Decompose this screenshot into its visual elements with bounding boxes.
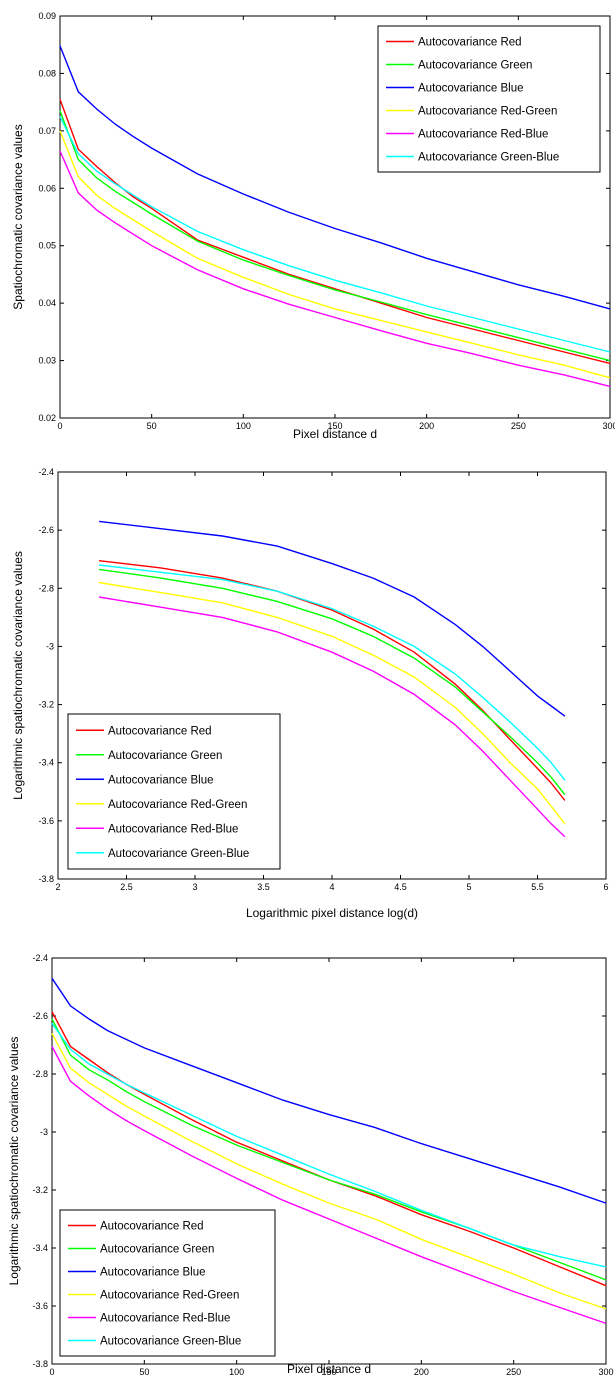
legend-entry: Autocovariance Blue bbox=[418, 83, 523, 95]
legend-entry: Autocovariance Red bbox=[100, 1221, 204, 1233]
x-tick-label: 50 bbox=[147, 421, 157, 431]
legend-entry: Autocovariance Red-Blue bbox=[108, 823, 238, 835]
y-tick-label: -2.4 bbox=[32, 953, 48, 963]
chart-autocovariance-linear: 0501001502002503000.020.030.040.050.060.… bbox=[0, 0, 615, 440]
legend-entry: Autocovariance Green bbox=[100, 1244, 214, 1256]
y-tick-label: -3 bbox=[46, 641, 54, 651]
x-tick-label: 250 bbox=[506, 1367, 521, 1376]
x-tick-label: 100 bbox=[229, 1367, 244, 1376]
legend-entry: Autocovariance Red bbox=[418, 37, 522, 49]
y-tick-label: -3.2 bbox=[38, 700, 54, 710]
y-tick-label: -3.8 bbox=[32, 1359, 48, 1369]
legend-entry: Autocovariance Green-Blue bbox=[100, 1336, 241, 1348]
legend-entry: Autocovariance Red-Blue bbox=[100, 1313, 230, 1325]
legend-entry: Autocovariance Blue bbox=[100, 1267, 205, 1279]
y-tick-label: -3.6 bbox=[32, 1301, 48, 1311]
x-tick-label: 6 bbox=[603, 882, 608, 892]
x-tick-label: 4.5 bbox=[394, 882, 407, 892]
legend: Autocovariance Red Autocovariance Green Au… bbox=[60, 1210, 275, 1356]
y-tick-label: 0.06 bbox=[38, 183, 56, 193]
chart-autocovariance-loglog: 2 2.5 3 3.5 4 4.5 5 5.5 6 -3.8 -3.6 -3.4 -3.2 -3 -2.8 -… bbox=[0, 458, 615, 938]
x-tick-label: 50 bbox=[139, 1367, 149, 1376]
legend-entry: Autocovariance Red bbox=[108, 725, 212, 737]
x-tick-label: 4 bbox=[329, 882, 334, 892]
y-tick-label: -2.6 bbox=[38, 525, 54, 535]
y-tick-label: -2.6 bbox=[32, 1011, 48, 1021]
x-tick-label: 250 bbox=[511, 421, 526, 431]
y-tick-label: -3.4 bbox=[32, 1243, 48, 1253]
x-tick-label: 100 bbox=[236, 421, 251, 431]
x-tick-label: 0 bbox=[57, 421, 62, 431]
chart-autocovariance-semilog: 0 50 100 150 200 250 300-3.8-3.6-3.4-3.2-3-2.8… bbox=[0, 946, 615, 1376]
y-axis-label: Spatiochromatic covariance values bbox=[11, 124, 25, 309]
y-tick-label: -3.6 bbox=[38, 816, 54, 826]
y-tick-label: 0.08 bbox=[38, 68, 56, 78]
y-tick-label: -3.8 bbox=[38, 874, 54, 884]
x-tick-label: 300 bbox=[598, 1367, 613, 1376]
legend: Autocovariance Red Autocovariance Green Au… bbox=[68, 714, 280, 869]
legend-entry: Autocovariance Red-Blue bbox=[418, 129, 548, 141]
legend-entry: Autocovariance Blue bbox=[108, 774, 213, 786]
y-tick-label: -3.2 bbox=[32, 1185, 48, 1195]
x-tick-label: 2 bbox=[55, 882, 60, 892]
legend-entry: Autocovariance Red-Green bbox=[418, 106, 557, 118]
y-tick-label: -2.8 bbox=[32, 1069, 48, 1079]
y-tick-label: -2.4 bbox=[38, 467, 54, 477]
x-tick-label: 0 bbox=[49, 1367, 54, 1376]
x-tick-label: 200 bbox=[419, 421, 434, 431]
legend-entry: Autocovariance Green bbox=[108, 750, 222, 762]
y-axis-label: Logarithmic spatiochromatic covariance v… bbox=[7, 1037, 21, 1286]
legend-entry: Autocovariance Green-Blue bbox=[108, 848, 249, 860]
x-tick-label: 5.5 bbox=[531, 882, 544, 892]
legend-entry: Autocovariance Green bbox=[418, 60, 532, 72]
y-tick-label: -2.8 bbox=[38, 583, 54, 593]
x-tick-label: 5 bbox=[466, 882, 471, 892]
y-axis-label: Logarithmic spatiochromatic covariance v… bbox=[11, 551, 25, 800]
y-tick-label: 0.02 bbox=[38, 413, 56, 423]
legend-entry: Autocovariance Red-Green bbox=[100, 1290, 239, 1302]
legend: Autocovariance Red Autocovariance Green Au… bbox=[378, 26, 600, 172]
legend-entry: Autocovariance Red-Green bbox=[108, 799, 247, 811]
x-tick-label: 2.5 bbox=[120, 882, 133, 892]
y-tick-label: 0.05 bbox=[38, 241, 56, 251]
y-tick-label: -3 bbox=[40, 1127, 48, 1137]
y-tick-label: 0.07 bbox=[38, 126, 56, 136]
x-tick-label: 3.5 bbox=[257, 882, 270, 892]
x-tick-label: 3 bbox=[192, 882, 197, 892]
x-tick-label: 200 bbox=[414, 1367, 429, 1376]
x-axis-label: Logarithmic pixel distance log(d) bbox=[246, 906, 418, 920]
y-tick-label: 0.09 bbox=[38, 11, 56, 21]
x-axis-label: Pixel distance d bbox=[287, 1362, 371, 1376]
y-tick-label: -3.4 bbox=[38, 758, 54, 768]
x-tick-label: 300 bbox=[602, 421, 615, 431]
legend-entry: Autocovariance Green-Blue bbox=[418, 152, 559, 164]
legend-box bbox=[68, 714, 280, 869]
y-tick-label: 0.03 bbox=[38, 356, 56, 366]
y-tick-label: 0.04 bbox=[38, 298, 56, 308]
x-axis-label: Pixel distance d bbox=[293, 427, 377, 440]
